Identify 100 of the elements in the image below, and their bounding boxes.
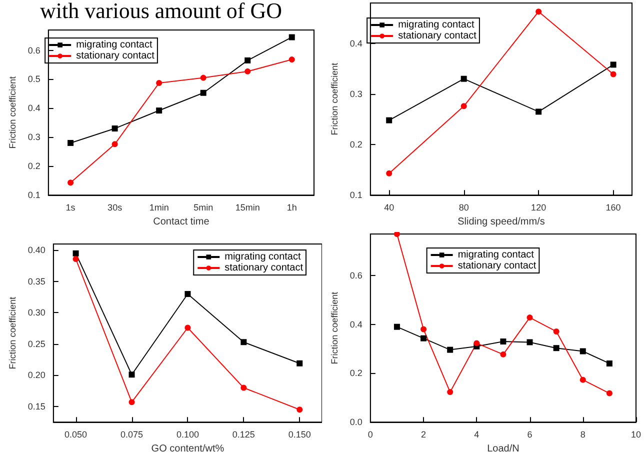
point	[128, 399, 135, 406]
y-tick-label: 0.2	[350, 368, 362, 378]
point	[606, 390, 612, 396]
x-tick-label: 8	[580, 430, 586, 440]
x-axis-title: Contact time	[153, 216, 210, 228]
point	[240, 339, 247, 346]
point	[184, 324, 191, 331]
point	[526, 314, 533, 321]
point	[553, 345, 560, 352]
legend-label: migrating contact	[398, 20, 474, 30]
point	[240, 384, 247, 391]
x-tick-label: 10	[630, 430, 641, 440]
y-tick-label: 0.1	[350, 190, 362, 200]
y-tick-label: 0.6	[350, 270, 362, 281]
x-tick-label: 0.075	[120, 430, 144, 440]
point	[420, 326, 427, 332]
legend-label: stationary contact	[76, 50, 155, 62]
point	[156, 108, 162, 114]
legend-label: migrating contact	[224, 252, 301, 262]
y-tick-label: 0.4	[28, 103, 40, 114]
x-tick-label: 30s	[108, 202, 123, 213]
x-tick-label: 160	[606, 202, 621, 213]
point	[394, 324, 400, 330]
point	[610, 71, 616, 78]
y-tick-label: 0.5	[28, 74, 40, 84]
point	[244, 57, 251, 64]
legend-label: stationary contact	[458, 260, 536, 272]
x-tick-label: 80	[458, 202, 469, 213]
point	[526, 339, 533, 346]
point	[68, 140, 74, 146]
x-tick-label: 4	[474, 430, 480, 440]
point	[68, 180, 74, 186]
point	[296, 406, 303, 413]
point	[474, 340, 480, 346]
y-tick-label: 0.25	[28, 338, 46, 349]
x-tick-label: 0.150	[288, 430, 311, 440]
x-tick-label: 1s	[66, 202, 76, 213]
point	[580, 376, 586, 383]
point	[296, 360, 303, 366]
y-tick-label: 0.35	[28, 276, 46, 286]
y-tick-label: 0.4	[350, 38, 362, 48]
y-tick-label: 0.3	[350, 88, 362, 99]
y-axis-title: Friction coefficient	[8, 76, 18, 149]
x-axis-title: Load/N	[487, 444, 520, 454]
x-tick-label: 2	[421, 430, 426, 440]
x-tick-label: 120	[531, 202, 546, 213]
y-tick-label: 0.15	[28, 401, 46, 412]
y-tick-label: 0.2	[350, 140, 362, 150]
point	[447, 346, 454, 353]
x-axis-title: GO content/wt%	[151, 444, 224, 454]
y-tick-label: 0.40	[28, 245, 46, 256]
legend-label: stationary contact	[398, 30, 477, 42]
legend-label: migrating contact	[76, 40, 152, 50]
point	[72, 256, 79, 262]
point	[536, 108, 542, 115]
point	[288, 56, 295, 63]
point	[244, 68, 251, 74]
point	[606, 360, 612, 366]
point	[500, 351, 506, 358]
point	[184, 290, 191, 297]
point	[580, 348, 586, 354]
x-tick-label: 1min	[149, 202, 169, 213]
point	[460, 103, 467, 110]
legend-label: migrating contact	[458, 250, 534, 260]
y-tick-label: 0.3	[28, 132, 40, 142]
y-tick-label: 0.0	[350, 417, 362, 428]
point	[200, 74, 206, 81]
x-tick-label: 0.100	[176, 430, 199, 440]
x-tick-label: 1h	[286, 202, 297, 213]
y-tick-label: 0.20	[28, 370, 46, 380]
legend-label: stationary contact	[224, 262, 304, 274]
chart-title: with various amount of GO	[40, 0, 282, 23]
y-axis-title: Friction coefficient	[330, 62, 340, 136]
y-axis-title: Friction coefficient	[8, 296, 18, 370]
point	[386, 170, 392, 176]
point	[460, 76, 467, 82]
y-tick-label: 0.6	[28, 45, 40, 56]
x-tick-label: 40	[384, 202, 394, 213]
point	[553, 328, 560, 334]
point	[200, 90, 206, 96]
point	[420, 335, 427, 342]
x-tick-label: 0	[368, 430, 373, 440]
point	[156, 80, 162, 86]
point	[610, 62, 616, 68]
x-tick-label: 0.050	[64, 430, 88, 440]
point	[394, 232, 400, 237]
y-tick-label: 0.4	[350, 319, 362, 330]
point	[112, 125, 118, 132]
x-axis-title: Sliding speed/mm/s	[458, 216, 545, 228]
point	[447, 389, 454, 396]
point	[112, 141, 118, 148]
point	[536, 8, 542, 15]
point	[500, 338, 506, 344]
y-tick-label: 0.30	[28, 308, 46, 318]
y-tick-label: 0.1	[28, 190, 40, 200]
x-tick-label: 0.125	[232, 430, 255, 440]
x-tick-label: 15min	[235, 202, 260, 213]
point	[72, 250, 79, 256]
y-tick-label: 0.2	[28, 161, 40, 172]
point	[128, 372, 135, 378]
